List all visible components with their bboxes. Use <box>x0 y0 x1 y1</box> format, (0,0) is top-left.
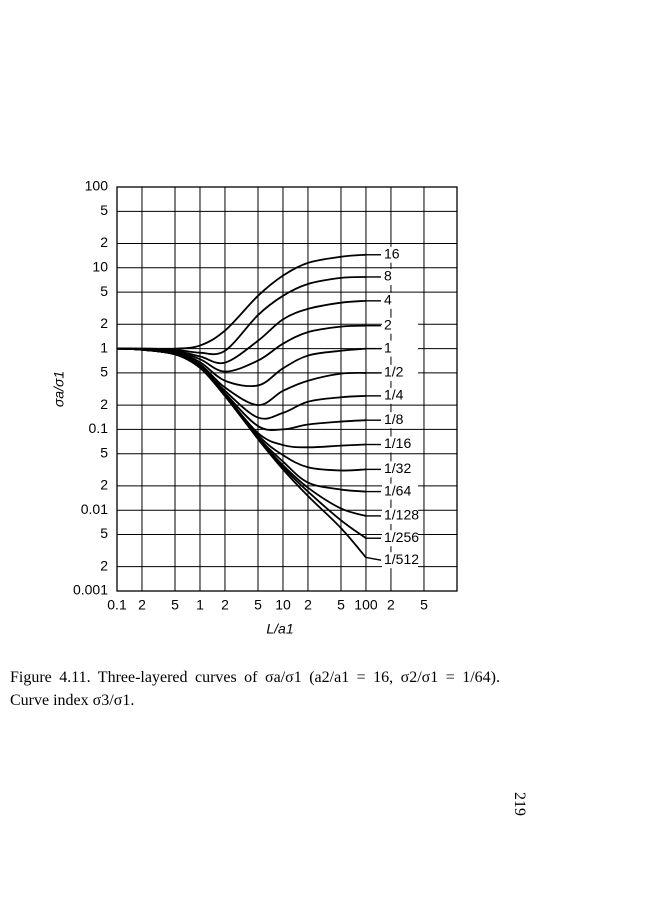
y-tick-label: 0.001 <box>73 582 108 598</box>
x-tick-label: 2 <box>304 597 312 613</box>
y-tick-label: 2 <box>100 396 108 412</box>
label-bg <box>382 340 418 357</box>
curve-label: 1 <box>384 339 392 355</box>
label-bg <box>382 317 418 334</box>
y-tick-label: 2 <box>100 315 108 331</box>
y-tick-label: 1 <box>100 339 108 355</box>
curve-label: 1/8 <box>384 411 404 427</box>
curve-label: 1/512 <box>384 551 419 567</box>
y-tick-label: 5 <box>100 283 108 299</box>
x-tick-label: 100 <box>354 597 378 613</box>
curve-label: 1/256 <box>384 529 419 545</box>
y-tick-label: 5 <box>100 364 108 380</box>
label-bg <box>382 552 418 569</box>
x-tick-label: 2 <box>221 597 229 613</box>
x-tick-label: 2 <box>138 597 146 613</box>
label-bg <box>382 461 418 478</box>
curve-label: 8 <box>384 268 392 284</box>
curve-label: 1/128 <box>384 507 419 523</box>
x-tick-label: 0.1 <box>107 597 127 613</box>
y-tick-label: 5 <box>100 444 108 460</box>
curve-label: 1/2 <box>384 364 404 380</box>
y-tick-label: 5 <box>100 202 108 218</box>
y-tick-label: 5 <box>100 525 108 541</box>
curve <box>116 347 367 420</box>
y-tick-label: 0.1 <box>89 420 109 436</box>
y-tick-label: 10 <box>92 259 108 275</box>
curve <box>116 299 367 365</box>
x-axis-label: L/a1 <box>266 621 293 637</box>
x-tick-label: 10 <box>275 597 291 613</box>
label-bg <box>382 483 418 500</box>
curve <box>116 276 367 356</box>
curve-label: 4 <box>384 292 392 308</box>
label-bg <box>382 387 418 404</box>
x-tick-label: 5 <box>337 597 345 613</box>
curve-label: 2 <box>384 316 392 332</box>
x-tick-label: 1 <box>196 597 204 613</box>
curve-label: 16 <box>384 245 400 261</box>
label-bg <box>382 436 418 453</box>
page-number: 219 <box>511 792 528 816</box>
y-tick-label: 2 <box>100 234 108 250</box>
y-tick-label: 100 <box>85 178 109 194</box>
x-tick-label: 5 <box>254 597 262 613</box>
y-axis-label: σa/σ1 <box>51 371 67 407</box>
label-leader <box>365 556 382 561</box>
x-tick-label: 2 <box>387 597 395 613</box>
y-tick-label: 2 <box>100 477 108 493</box>
label-bg <box>382 507 418 524</box>
curve <box>116 347 367 517</box>
label-bg <box>382 292 418 309</box>
figure-caption: Figure 4.11. Three-layered curves of σa/… <box>10 669 500 709</box>
y-tick-label: 0.01 <box>81 501 108 517</box>
curve-label: 1/32 <box>384 460 411 476</box>
x-tick-label: 5 <box>171 597 179 613</box>
label-bg <box>382 530 418 547</box>
curve-label: 1/16 <box>384 435 411 451</box>
curve <box>116 347 367 559</box>
label-bg <box>382 246 418 263</box>
label-bg <box>382 412 418 429</box>
label-bg <box>382 268 418 285</box>
x-tick-label: 5 <box>420 597 428 613</box>
curve-label: 1/4 <box>384 387 404 403</box>
y-tick-label: 2 <box>100 557 108 573</box>
label-bg <box>382 364 418 381</box>
curve <box>116 347 366 406</box>
curve-label: 1/64 <box>384 482 411 498</box>
